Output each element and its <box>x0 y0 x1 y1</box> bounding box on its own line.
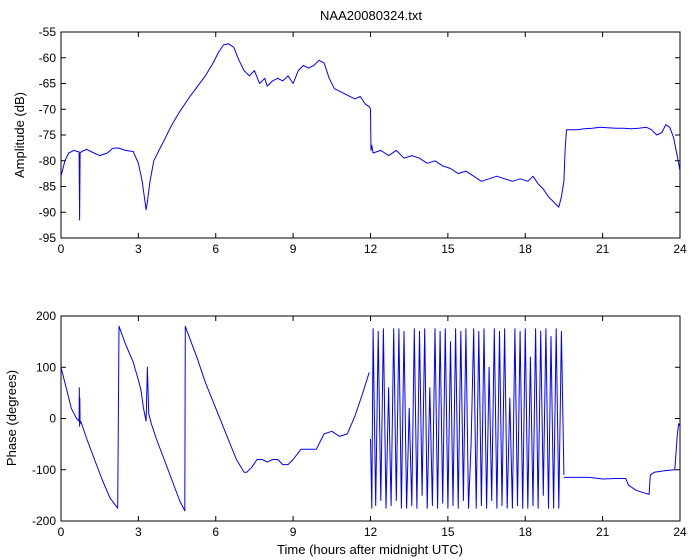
phase-y-tick-label: -100 <box>32 463 56 477</box>
phase-x-tick-label: 24 <box>673 525 687 539</box>
amplitude-x-tick-label: 24 <box>673 242 687 256</box>
amplitude-y-tick-label: -95 <box>39 231 57 245</box>
phase-y-ticks: -200 -100 0 100 200 <box>32 309 680 528</box>
amplitude-x-ticks: 0 3 6 9 12 15 18 21 24 <box>58 32 687 256</box>
phase-series <box>60 325 681 512</box>
amplitude-y-tick-label: -85 <box>39 180 57 194</box>
amplitude-y-tick-label: -60 <box>39 51 57 65</box>
phase-y-tick-label: 200 <box>36 309 56 323</box>
phase-panel: 0 3 6 9 12 15 18 21 24 -200 -100 0 100 200 Phase (de… <box>4 309 687 557</box>
amplitude-x-tick-label: 3 <box>135 242 142 256</box>
amplitude-x-tick-label: 18 <box>519 242 533 256</box>
phase-y-tick-label: -200 <box>32 514 56 528</box>
amplitude-x-tick-label: 9 <box>290 242 297 256</box>
phase-x-tick-label: 9 <box>290 525 297 539</box>
amplitude-y-tick-label: -70 <box>39 102 57 116</box>
phase-y-tick-label: 100 <box>36 360 56 374</box>
amplitude-y-tick-label: -80 <box>39 154 57 168</box>
phase-x-tick-label: 6 <box>212 525 219 539</box>
amplitude-y-tick-label: -75 <box>39 128 57 142</box>
amplitude-y-tick-label: -65 <box>39 77 57 91</box>
phase-plot-box <box>60 315 681 522</box>
amplitude-x-tick-label: 15 <box>441 242 455 256</box>
phase-x-tick-label: 3 <box>135 525 142 539</box>
phase-x-tick-label: 18 <box>519 525 533 539</box>
phase-series-line <box>370 328 565 509</box>
phase-x-axis-label: Time (hours after midnight UTC) <box>277 542 463 557</box>
phase-y-axis-label: Phase (degrees) <box>4 370 19 466</box>
phase-x-tick-label: 0 <box>58 525 65 539</box>
amplitude-x-tick-label: 0 <box>58 242 65 256</box>
amplitude-x-tick-label: 6 <box>212 242 219 256</box>
amplitude-y-tick-label: -55 <box>39 25 57 39</box>
phase-x-tick-label: 21 <box>596 525 610 539</box>
amplitude-title: NAA20080324.txt <box>320 8 422 23</box>
amplitude-panel: NAA20080324.txt 0 3 6 9 12 15 18 21 24 -95 -90 -85… <box>12 8 687 256</box>
phase-x-tick-label: 15 <box>441 525 455 539</box>
phase-x-tick-label: 12 <box>364 525 378 539</box>
phase-series-line <box>563 423 681 495</box>
amplitude-y-axis-label: Amplitude (dB) <box>12 92 27 178</box>
amplitude-x-tick-label: 12 <box>364 242 378 256</box>
phase-y-tick-label: 0 <box>49 412 56 426</box>
phase-x-ticks: 0 3 6 9 12 15 18 21 24 <box>58 316 687 539</box>
amplitude-y-ticks: -95 -90 -85 -80 -75 -70 -65 -60 -55 <box>39 25 680 245</box>
amplitude-x-tick-label: 21 <box>596 242 610 256</box>
amplitude-series <box>60 43 681 221</box>
phase-series-line <box>60 325 370 512</box>
amplitude-y-tick-label: -90 <box>39 205 57 219</box>
amplitude-series-line <box>60 43 681 221</box>
